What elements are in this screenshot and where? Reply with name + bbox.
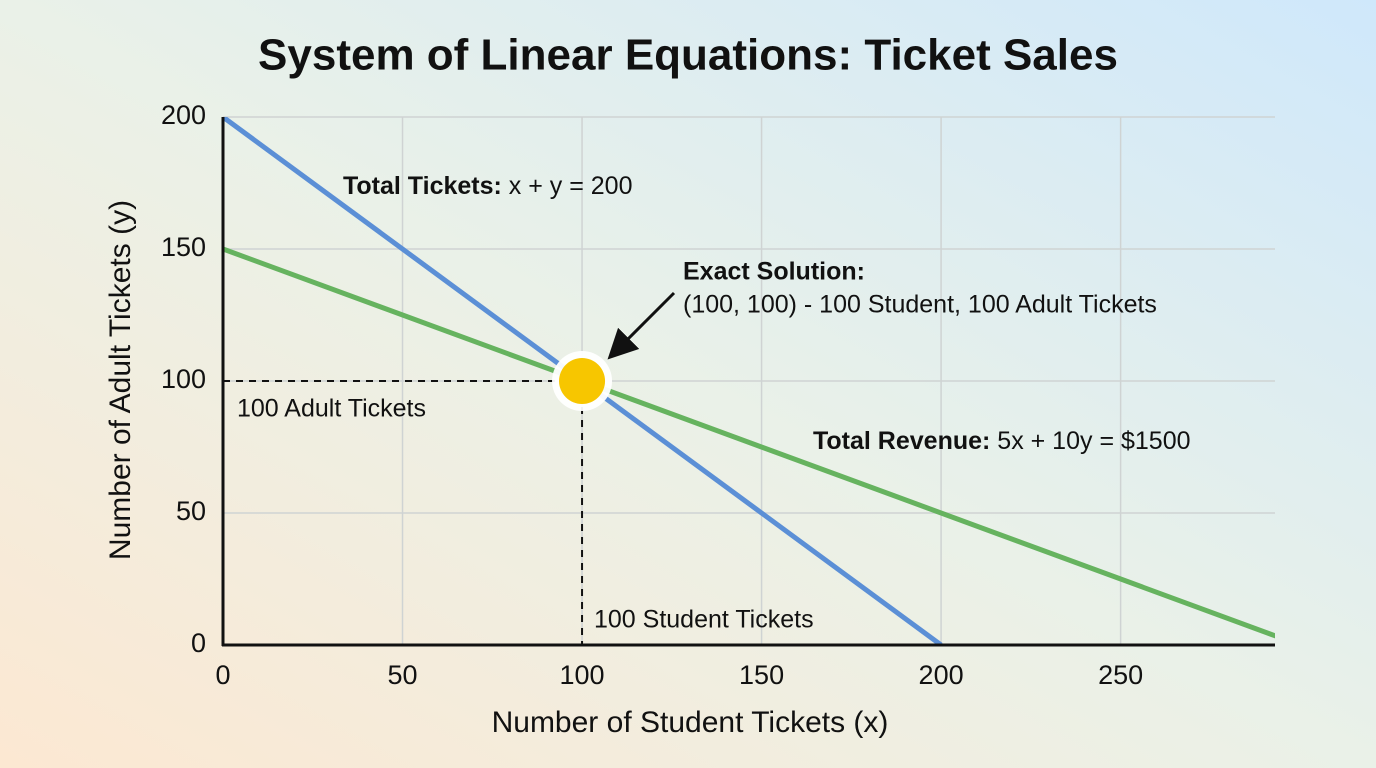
series-equation: 5x + 10y = $1500: [990, 427, 1190, 455]
solution-point: [559, 358, 606, 404]
y-tick-label: 50: [176, 496, 206, 526]
y-tick-label: 200: [161, 100, 206, 130]
x-tick-label: 50: [387, 660, 417, 690]
solution-text: (100, 100) - 100 Student, 100 Adult Tick…: [683, 291, 1157, 319]
series-label: Total Tickets: x + y = 200: [343, 172, 632, 200]
series-name: Total Tickets:: [343, 172, 502, 200]
y-axis-title: Number of Adult Tickets (y): [104, 200, 137, 560]
labels: 0 50 100 150 200 0 50 100 150 200 250 Total Tickets…: [161, 100, 1191, 690]
arrow: [607, 291, 676, 360]
chart-title: System of Linear Equations: Ticket Sales: [258, 31, 1118, 80]
series-name: Total Revenue:: [813, 427, 990, 455]
x-tick-label: 100: [560, 660, 605, 690]
series-line: [223, 246, 1275, 639]
series-equation: x + y = 200: [502, 172, 633, 200]
x-tick-label: 150: [739, 660, 784, 690]
x-note: 100 Student Tickets: [594, 606, 814, 634]
y-tick-label: 100: [161, 364, 206, 394]
x-tick-label: 200: [919, 660, 964, 690]
y-note: 100 Adult Tickets: [237, 395, 426, 423]
x-tick-label: 250: [1098, 660, 1143, 690]
solution-title: Exact Solution:: [683, 258, 865, 286]
guides: [223, 380, 584, 645]
y-tick-label: 150: [161, 232, 206, 262]
x-axis-title: Number of Student Tickets (x): [492, 706, 889, 739]
x-tick-label: 0: [215, 660, 230, 690]
y-tick-label: 0: [191, 628, 206, 658]
series-label: Total Revenue: 5x + 10y = $1500: [813, 427, 1191, 455]
